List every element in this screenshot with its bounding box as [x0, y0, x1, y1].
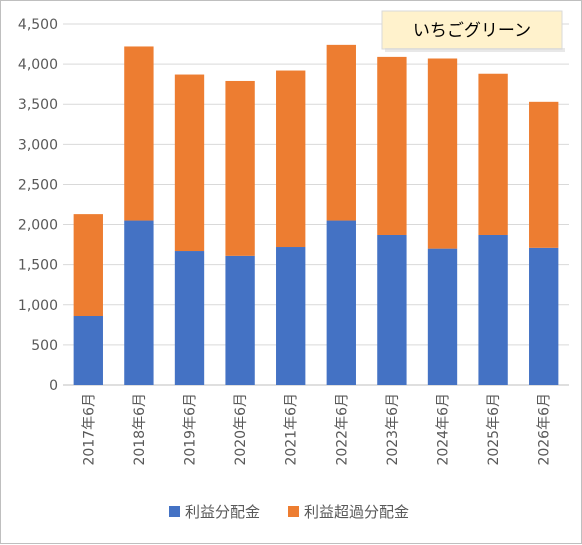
y-tick-label: 4,500: [18, 17, 58, 33]
x-category-label: 2021年6月: [284, 393, 300, 466]
x-category-label: 2017年6月: [81, 393, 97, 466]
bar-series-1-6: [326, 220, 356, 385]
x-axis-categories: 2017年6月 2018年6月 2019年6月 2020年6月 2021年6月 2022年…: [81, 393, 552, 466]
legend-label-series-2: 利益超過分配金: [304, 503, 409, 521]
x-category-label: 2019年6月: [183, 393, 199, 466]
bar-series-1-7: [377, 234, 407, 385]
bars: [73, 44, 559, 385]
x-category-label: 2022年6月: [334, 393, 350, 466]
x-category-label: 2025年6月: [486, 393, 502, 466]
bar-series-1-5: [276, 247, 306, 385]
bar-series-2-8: [427, 58, 458, 249]
bar-series-1-1: [73, 316, 103, 385]
legend-swatch-series-1: [169, 506, 180, 517]
bar-series-2-7: [377, 56, 407, 235]
y-axis-ticks: 0 500 1,000 1,500 2,000 2,500 3,000 3,500 4,000 4…: [18, 17, 58, 394]
bar-series-1-10: [529, 247, 559, 385]
x-category-label: 2026年6月: [537, 393, 553, 466]
y-tick-label: 2,500: [18, 177, 58, 193]
bar-series-2-6: [326, 44, 356, 221]
bar-series-2-5: [276, 70, 306, 248]
legend: 利益分配金 利益超過分配金: [169, 503, 409, 521]
bar-series-1-3: [174, 251, 205, 385]
bar-series-1-9: [478, 234, 508, 385]
y-tick-label: 1,000: [18, 298, 58, 314]
title-box: いちごグリーン: [381, 10, 565, 52]
y-tick-label: 500: [31, 338, 58, 354]
bar-series-1-4: [225, 255, 255, 385]
legend-label-series-1: 利益分配金: [185, 503, 260, 521]
bar-series-2-1: [73, 214, 103, 317]
bar-series-2-4: [225, 80, 255, 256]
bar-series-2-10: [529, 101, 559, 248]
x-category-label: 2018年6月: [132, 393, 148, 466]
bar-series-2-9: [478, 73, 508, 235]
bar-series-2-2: [124, 46, 154, 221]
bar-series-1-2: [124, 220, 154, 385]
bar-series-1-8: [427, 248, 458, 385]
x-category-label: 2024年6月: [436, 393, 452, 466]
legend-swatch-series-2: [288, 506, 299, 517]
x-category-label: 2023年6月: [385, 393, 401, 466]
y-tick-label: 0: [49, 378, 58, 394]
y-tick-label: 2,000: [18, 218, 58, 234]
y-tick-label: 1,500: [18, 258, 58, 274]
bar-series-2-3: [174, 74, 205, 252]
y-tick-label: 3,500: [18, 97, 58, 113]
y-tick-label: 3,000: [18, 137, 58, 153]
chart-title: いちごグリーン: [413, 21, 531, 41]
y-tick-label: 4,000: [18, 57, 58, 73]
x-category-label: 2020年6月: [233, 393, 249, 466]
